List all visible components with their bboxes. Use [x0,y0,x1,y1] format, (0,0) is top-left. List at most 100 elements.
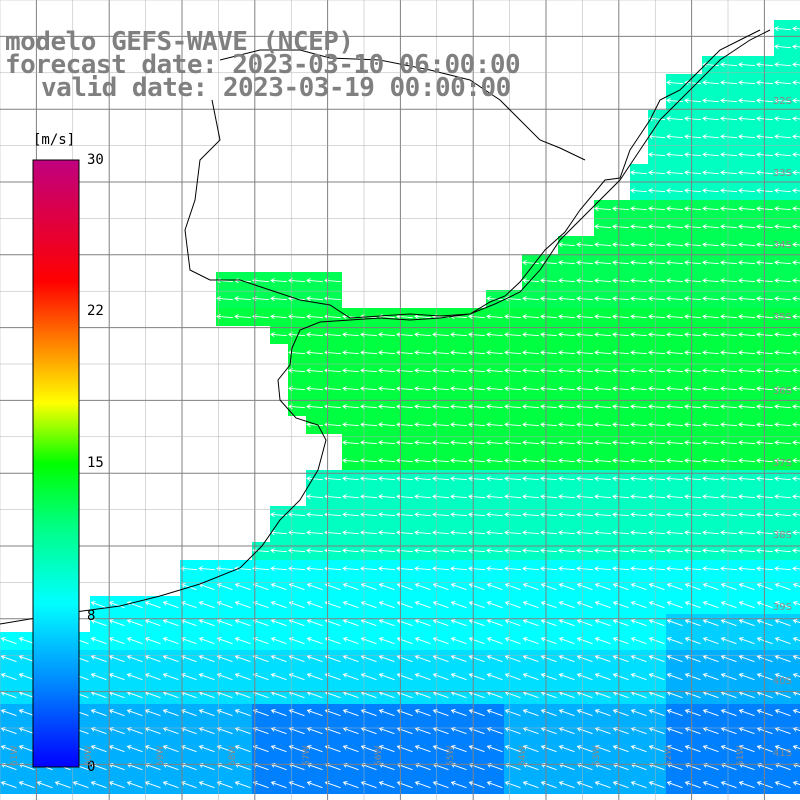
wind-arrow [414,548,432,554]
wind-arrow [540,260,558,266]
wind-arrow [684,781,701,789]
wind-arrow [468,422,486,428]
wind-arrow [756,332,774,338]
wind-arrow [198,655,215,663]
wind-arrow [648,548,666,554]
wind-arrow [594,709,611,717]
wind-arrow [360,440,378,446]
wind-arrow [540,332,558,338]
wind-arrow [414,350,432,356]
wind-arrow [612,350,630,356]
wind-arrow [450,440,468,446]
wind-arrow [756,655,773,663]
wind-arrow [216,296,234,302]
wind-arrow [342,386,360,392]
wind-arrow [342,637,359,645]
wind-arrow [432,601,449,609]
wind-arrow [738,673,755,681]
wind-arrow [630,242,648,248]
wind-arrow [558,494,576,500]
wind-arrow [540,386,558,392]
wind-arrow [756,386,774,392]
wind-arrow [504,296,522,302]
wind-arrow [666,601,683,609]
wind-arrow [468,745,485,753]
wind-arrow [270,548,288,554]
wind-arrow [630,530,648,536]
valid-date: valid date: 2023-03-19 00:00:00 [41,73,511,103]
wind-arrow [648,655,665,663]
wind-arrow [702,242,720,248]
wind-arrow [594,781,611,789]
wind-arrow [666,98,684,104]
wind-arrow [720,530,738,536]
wind-arrow [486,601,503,609]
wind-arrow [198,709,215,717]
wind-arrow [540,494,558,500]
wind-arrow [774,548,792,554]
wind-arrow [216,314,234,320]
wind-arrow [522,781,539,789]
wind-arrow [792,619,800,624]
wind-arrow [792,494,800,500]
wind-arrow [468,476,486,482]
wind-arrow [684,566,702,572]
lat-label: 35S [772,312,792,323]
wind-arrow [720,188,738,194]
wind-arrow [792,548,800,554]
wind-arrow [684,296,702,302]
wind-arrow [90,745,107,753]
wind-arrow [666,781,683,789]
wind-arrow [90,655,107,663]
wind-arrow [756,98,774,104]
wind-arrow [774,44,792,50]
wind-arrow [720,242,738,248]
wind-arrow [216,583,233,591]
wind-arrow [198,566,216,572]
wind-arrow [450,458,468,464]
wind-arrow [504,781,521,789]
wind-arrow [684,458,702,464]
wind-arrow [216,745,233,753]
wind-arrow [684,512,702,518]
wind-arrow [450,566,468,572]
wind-arrow [522,566,540,572]
wind-arrow [792,781,800,786]
wind-arrow [540,530,558,536]
wind-arrow [360,494,378,500]
wind-arrow [522,709,539,717]
wind-arrow [504,619,521,627]
wind-arrow [774,673,791,681]
wind-arrow [684,637,701,645]
wind-arrow [612,583,629,591]
wind-arrow [720,512,738,518]
wind-arrow [450,368,468,374]
wind-arrow [594,386,612,392]
wind-arrow [666,422,684,428]
wind-arrow [720,637,737,645]
wind-arrow [216,566,234,572]
wind-arrow [756,458,774,464]
wind-arrow [558,386,576,392]
wind-arrow [684,422,702,428]
wind-arrow [540,368,558,374]
lat-label: 38S [772,530,792,541]
wind-arrow [702,548,720,554]
wind-arrow [558,512,576,518]
wind-arrow [126,619,143,627]
wind-arrow [306,512,324,518]
wind-arrow [630,476,648,482]
lat-label: 39S [772,602,792,613]
wind-arrow [486,673,503,681]
wind-arrow [720,80,738,86]
wind-arrow [576,619,593,627]
wind-arrow [270,332,288,338]
wind-arrow [738,224,756,230]
wind-arrow [306,332,324,338]
wind-arrow [720,781,737,789]
wind-arrow [666,350,684,356]
wind-arrow [684,224,702,230]
wind-arrow [738,404,756,410]
wind-arrow [486,296,504,302]
wind-arrow [504,440,522,446]
